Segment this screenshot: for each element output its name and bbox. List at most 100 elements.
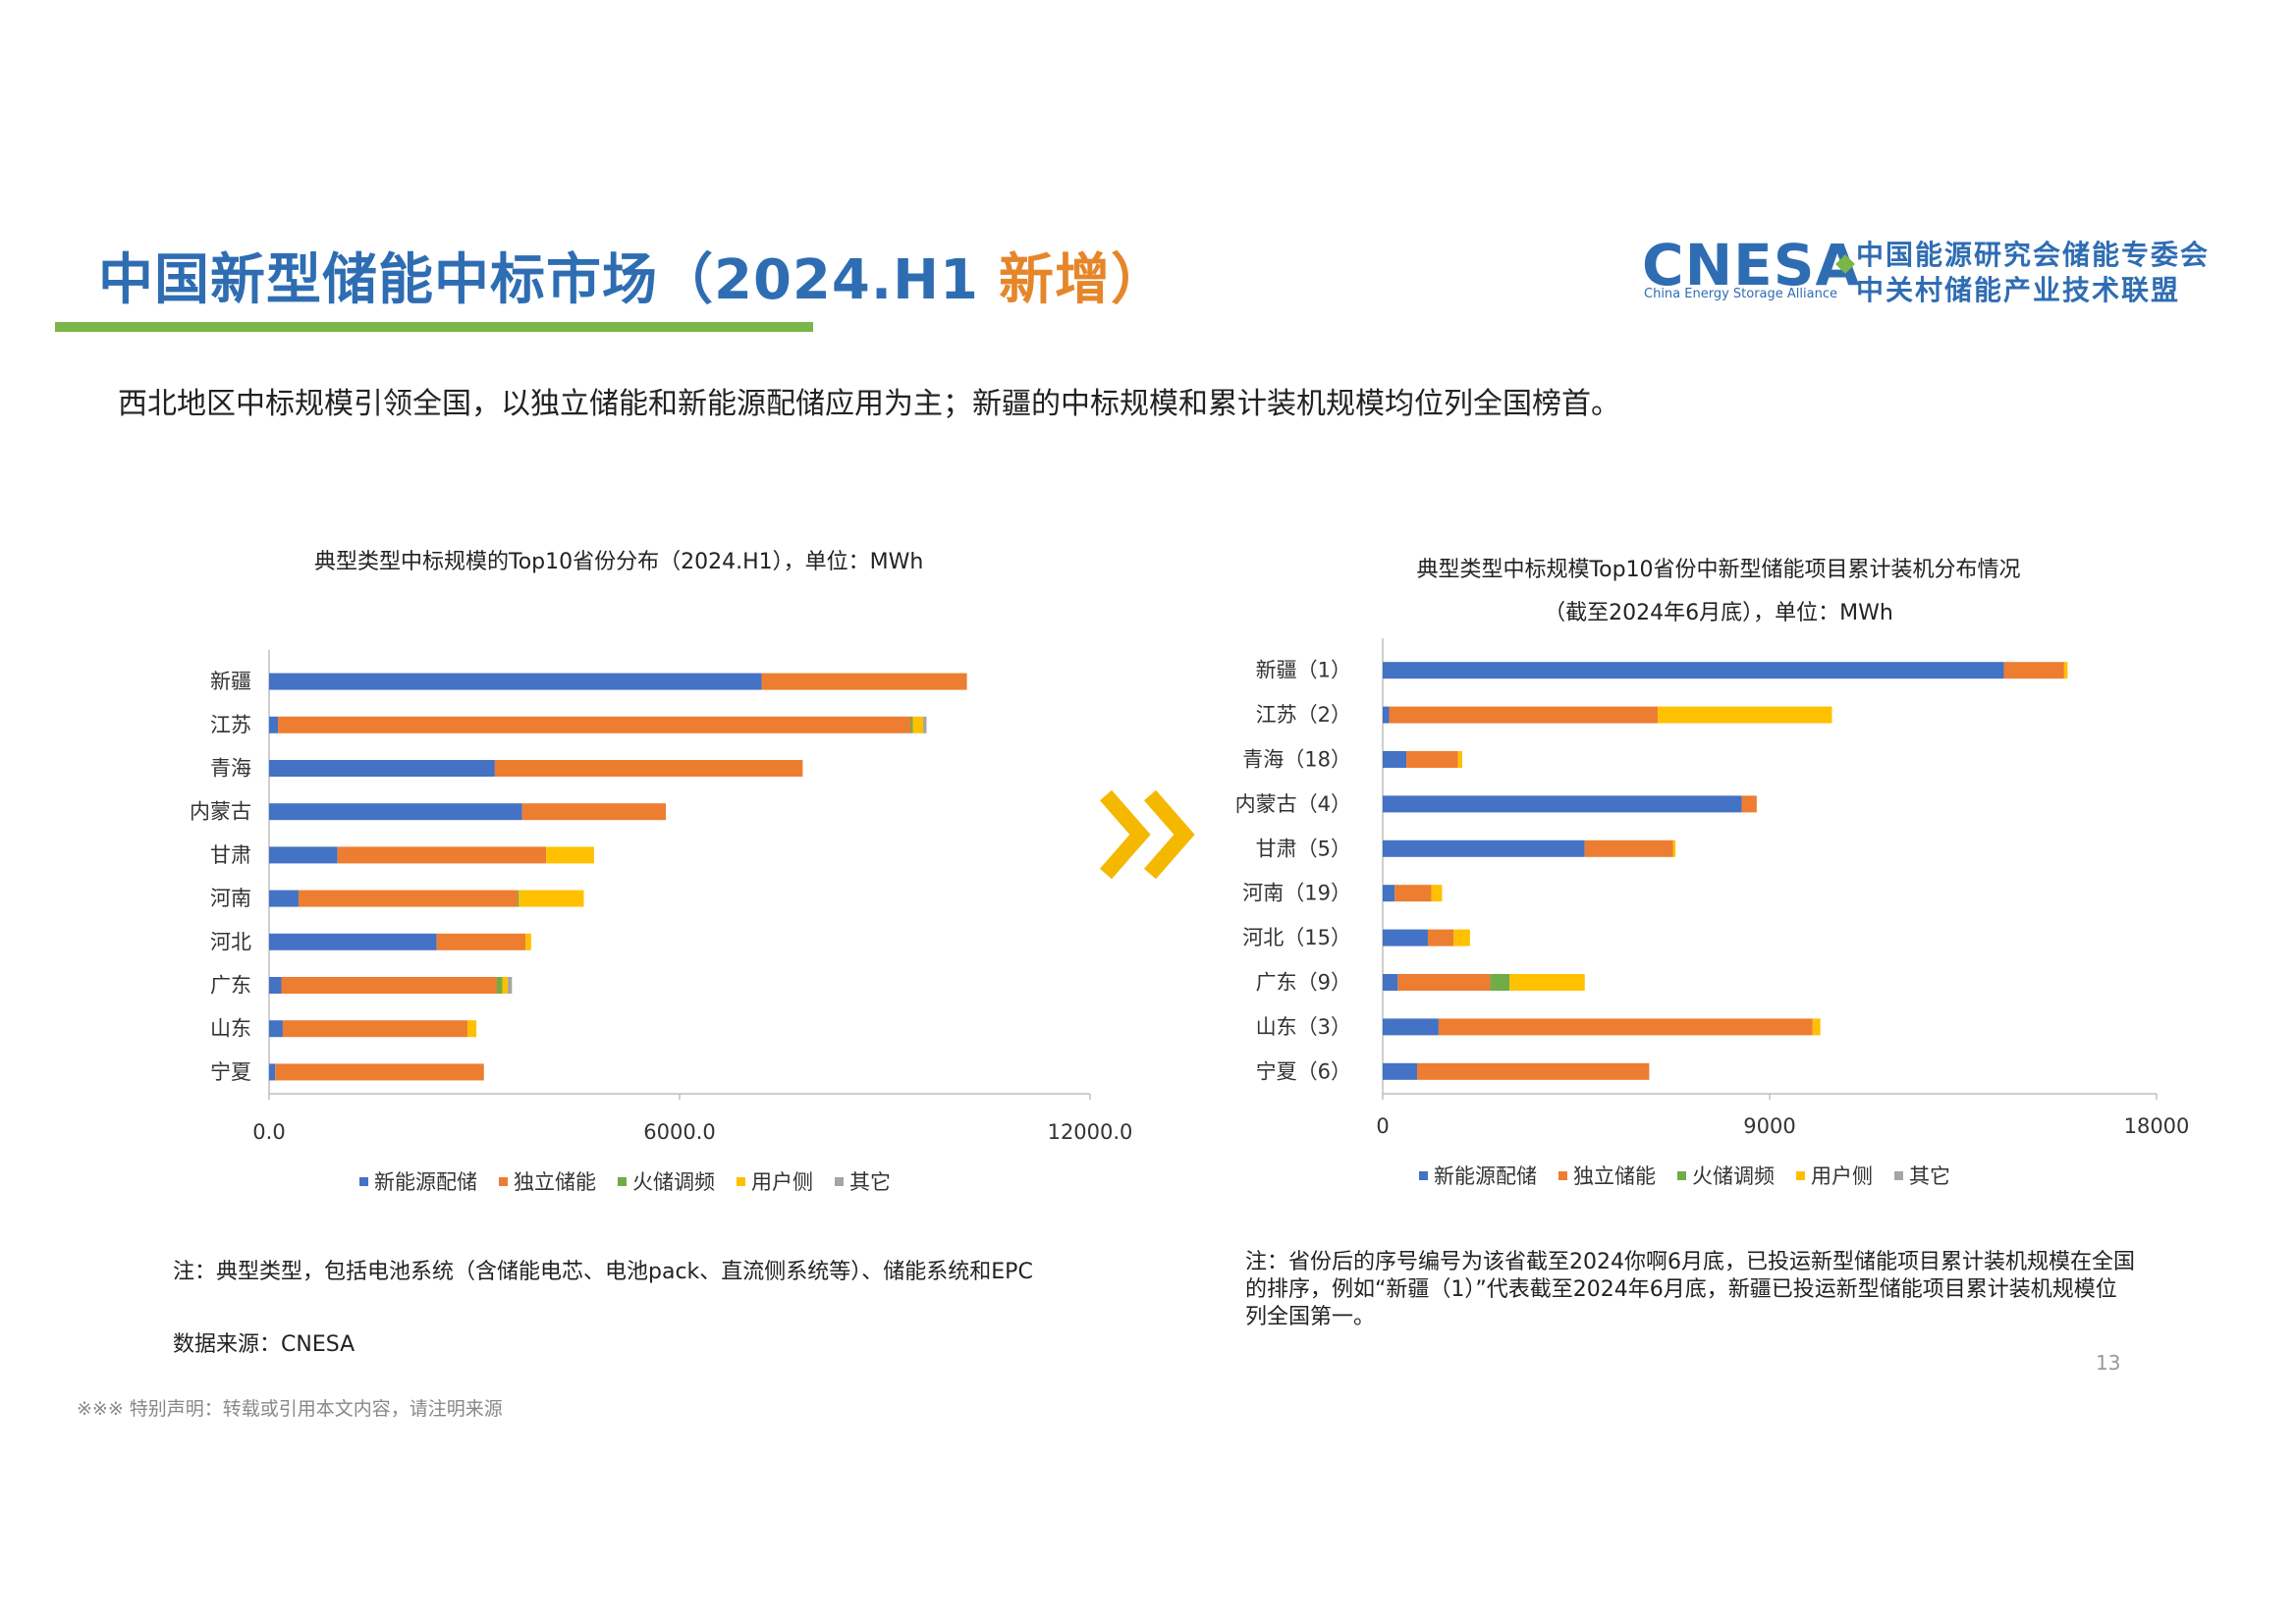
right-category-label: 甘肃（5） [1256,837,1351,860]
right-x-tick-label: 9000 [1743,1114,1795,1138]
legend-label: 用户侧 [751,1170,813,1194]
legend-item: 独立储能 [499,1166,596,1196]
right-category-label: 河北（15） [1242,926,1351,949]
left-bar-segment [521,803,667,821]
left-bar-segment [269,846,338,864]
legend-label: 新能源配储 [1434,1164,1537,1188]
legend-swatch [359,1176,368,1186]
right-bar-segment [1383,751,1407,768]
right-bar-segment [1383,1062,1418,1080]
right-bar-segment [1658,706,1832,724]
left-bar-segment [269,673,762,690]
right-bar-segment [1490,974,1510,991]
left-bar-segment [269,977,282,994]
right-bar-segment [1383,974,1398,991]
legend-label: 其它 [849,1170,891,1194]
right-bar-segment [1383,1018,1439,1036]
title-underline [55,322,813,332]
right-bar-segment [1431,885,1443,902]
legend-label: 火储调频 [632,1170,715,1194]
left-bar-segment [502,977,509,994]
legend-item: 火储调频 [618,1166,715,1196]
legend-label: 新能源配储 [374,1170,477,1194]
legend-swatch [1894,1170,1903,1180]
right-category-label: 河南（19） [1242,882,1351,905]
right-bar-segment [1584,839,1673,857]
double-chevron-right-icon [1099,789,1195,880]
left-category-label: 新疆 [210,670,251,693]
left-chart-note: 注：典型类型，包括电池系统（含储能电芯、电池pack、直流侧系统等）、储能系统和… [173,1260,1033,1284]
right-bar-segment [1397,974,1491,991]
left-bar-segment [546,846,594,864]
page-number: 13 [2096,1351,2121,1375]
left-bar-segment [508,977,513,994]
logo-subtext: China Energy Storage Alliance [1644,287,1837,301]
right-bar-segment [1427,929,1454,947]
right-category-label: 青海（18） [1242,748,1351,772]
left-bar-segment [282,1020,468,1038]
left-category-label: 河南 [210,887,251,910]
right-category-label: 广东（9） [1256,971,1351,995]
left-bar-segment [337,846,547,864]
left-category-label: 河北 [210,930,251,953]
left-category-label: 内蒙古 [190,800,251,824]
left-bar-segment [269,760,495,777]
disclaimer: ※※※ 特别声明：转载或引用本文内容，请注明来源 [77,1398,503,1420]
right-chart-title: 典型类型中标规模Top10省份中新型储能项目累计装机分布情况 [1416,558,2021,582]
left-bar-segment [519,890,584,907]
left-category-label: 青海 [210,757,251,781]
left-category-label: 江苏 [210,713,251,736]
right-bar-segment [1453,929,1470,947]
legend-swatch [1419,1170,1428,1180]
legend-label: 独立储能 [1573,1164,1656,1188]
right-bar-segment [1812,1018,1821,1036]
right-category-label: 山东（3） [1256,1015,1351,1039]
page-subtitle: 西北地区中标规模引领全国，以独立储能和新能源配储应用为主；新疆的中标规模和累计装… [118,387,1620,421]
left-bar-segment [517,890,519,907]
legend-label: 火储调频 [1692,1164,1775,1188]
legend-item: 其它 [1894,1161,1950,1190]
left-bar-segment [436,933,526,950]
left-bar-segment [269,1063,276,1081]
right-category-label: 内蒙古（4） [1235,792,1351,816]
right-note-line: 注：省份后的序号编号为该省截至2024你啊6月底，已投运新型储能项目累计装机规模… [1245,1250,2135,1274]
right-note-line: 的排序，例如“新疆（1）”代表截至2024年6月底，新疆已投运新型储能项目累计装… [1245,1277,2117,1302]
right-bar-segment [1389,706,1659,724]
left-bar-segment [298,890,518,907]
right-bar-segment [1509,974,1585,991]
right-bar-segment [1406,751,1458,768]
right-chart-note: 注：省份后的序号编号为该省截至2024你啊6月底，已投运新型储能项目累计装机规模… [1245,1249,2227,1331]
legend-item: 用户侧 [1796,1161,1873,1190]
left-bar-segment [269,933,437,950]
left-bar-segment [269,803,522,821]
right-bar-segment [1383,885,1395,902]
legend-swatch [835,1176,844,1186]
right-bar-segment [1383,839,1585,857]
legend-label: 其它 [1909,1164,1950,1188]
legend-label: 用户侧 [1811,1164,1873,1188]
legend-label: 独立储能 [514,1170,596,1194]
right-bar-segment [2003,662,2064,679]
right-category-label: 江苏（2） [1256,703,1351,727]
legend-swatch [499,1176,508,1186]
left-bar-segment [912,716,924,733]
left-bar-segment [494,760,803,777]
left-bar-segment [761,673,967,690]
right-x-tick-label: 18000 [2124,1114,2190,1138]
legend-item: 火储调频 [1677,1161,1775,1190]
logo-cn-line2: 中关村储能产业技术联盟 [1856,274,2181,306]
right-bar-segment [1394,885,1432,902]
left-bar-segment [525,933,531,950]
left-bar-segment [278,716,911,733]
legend-swatch [618,1176,627,1186]
legend-swatch [737,1176,745,1186]
left-category-label: 甘肃 [210,843,251,867]
left-chart-title: 典型类型中标规模的Top10省份分布（2024.H1），单位：MWh [314,550,924,574]
right-bar-segment [1741,795,1757,813]
logo-cn-line1: 中国能源研究会储能专委会 [1856,239,2211,271]
right-bar-segment [2063,662,2068,679]
right-bar-segment [1383,662,2004,679]
left-bar-segment [281,977,497,994]
legend-item: 其它 [835,1166,891,1196]
